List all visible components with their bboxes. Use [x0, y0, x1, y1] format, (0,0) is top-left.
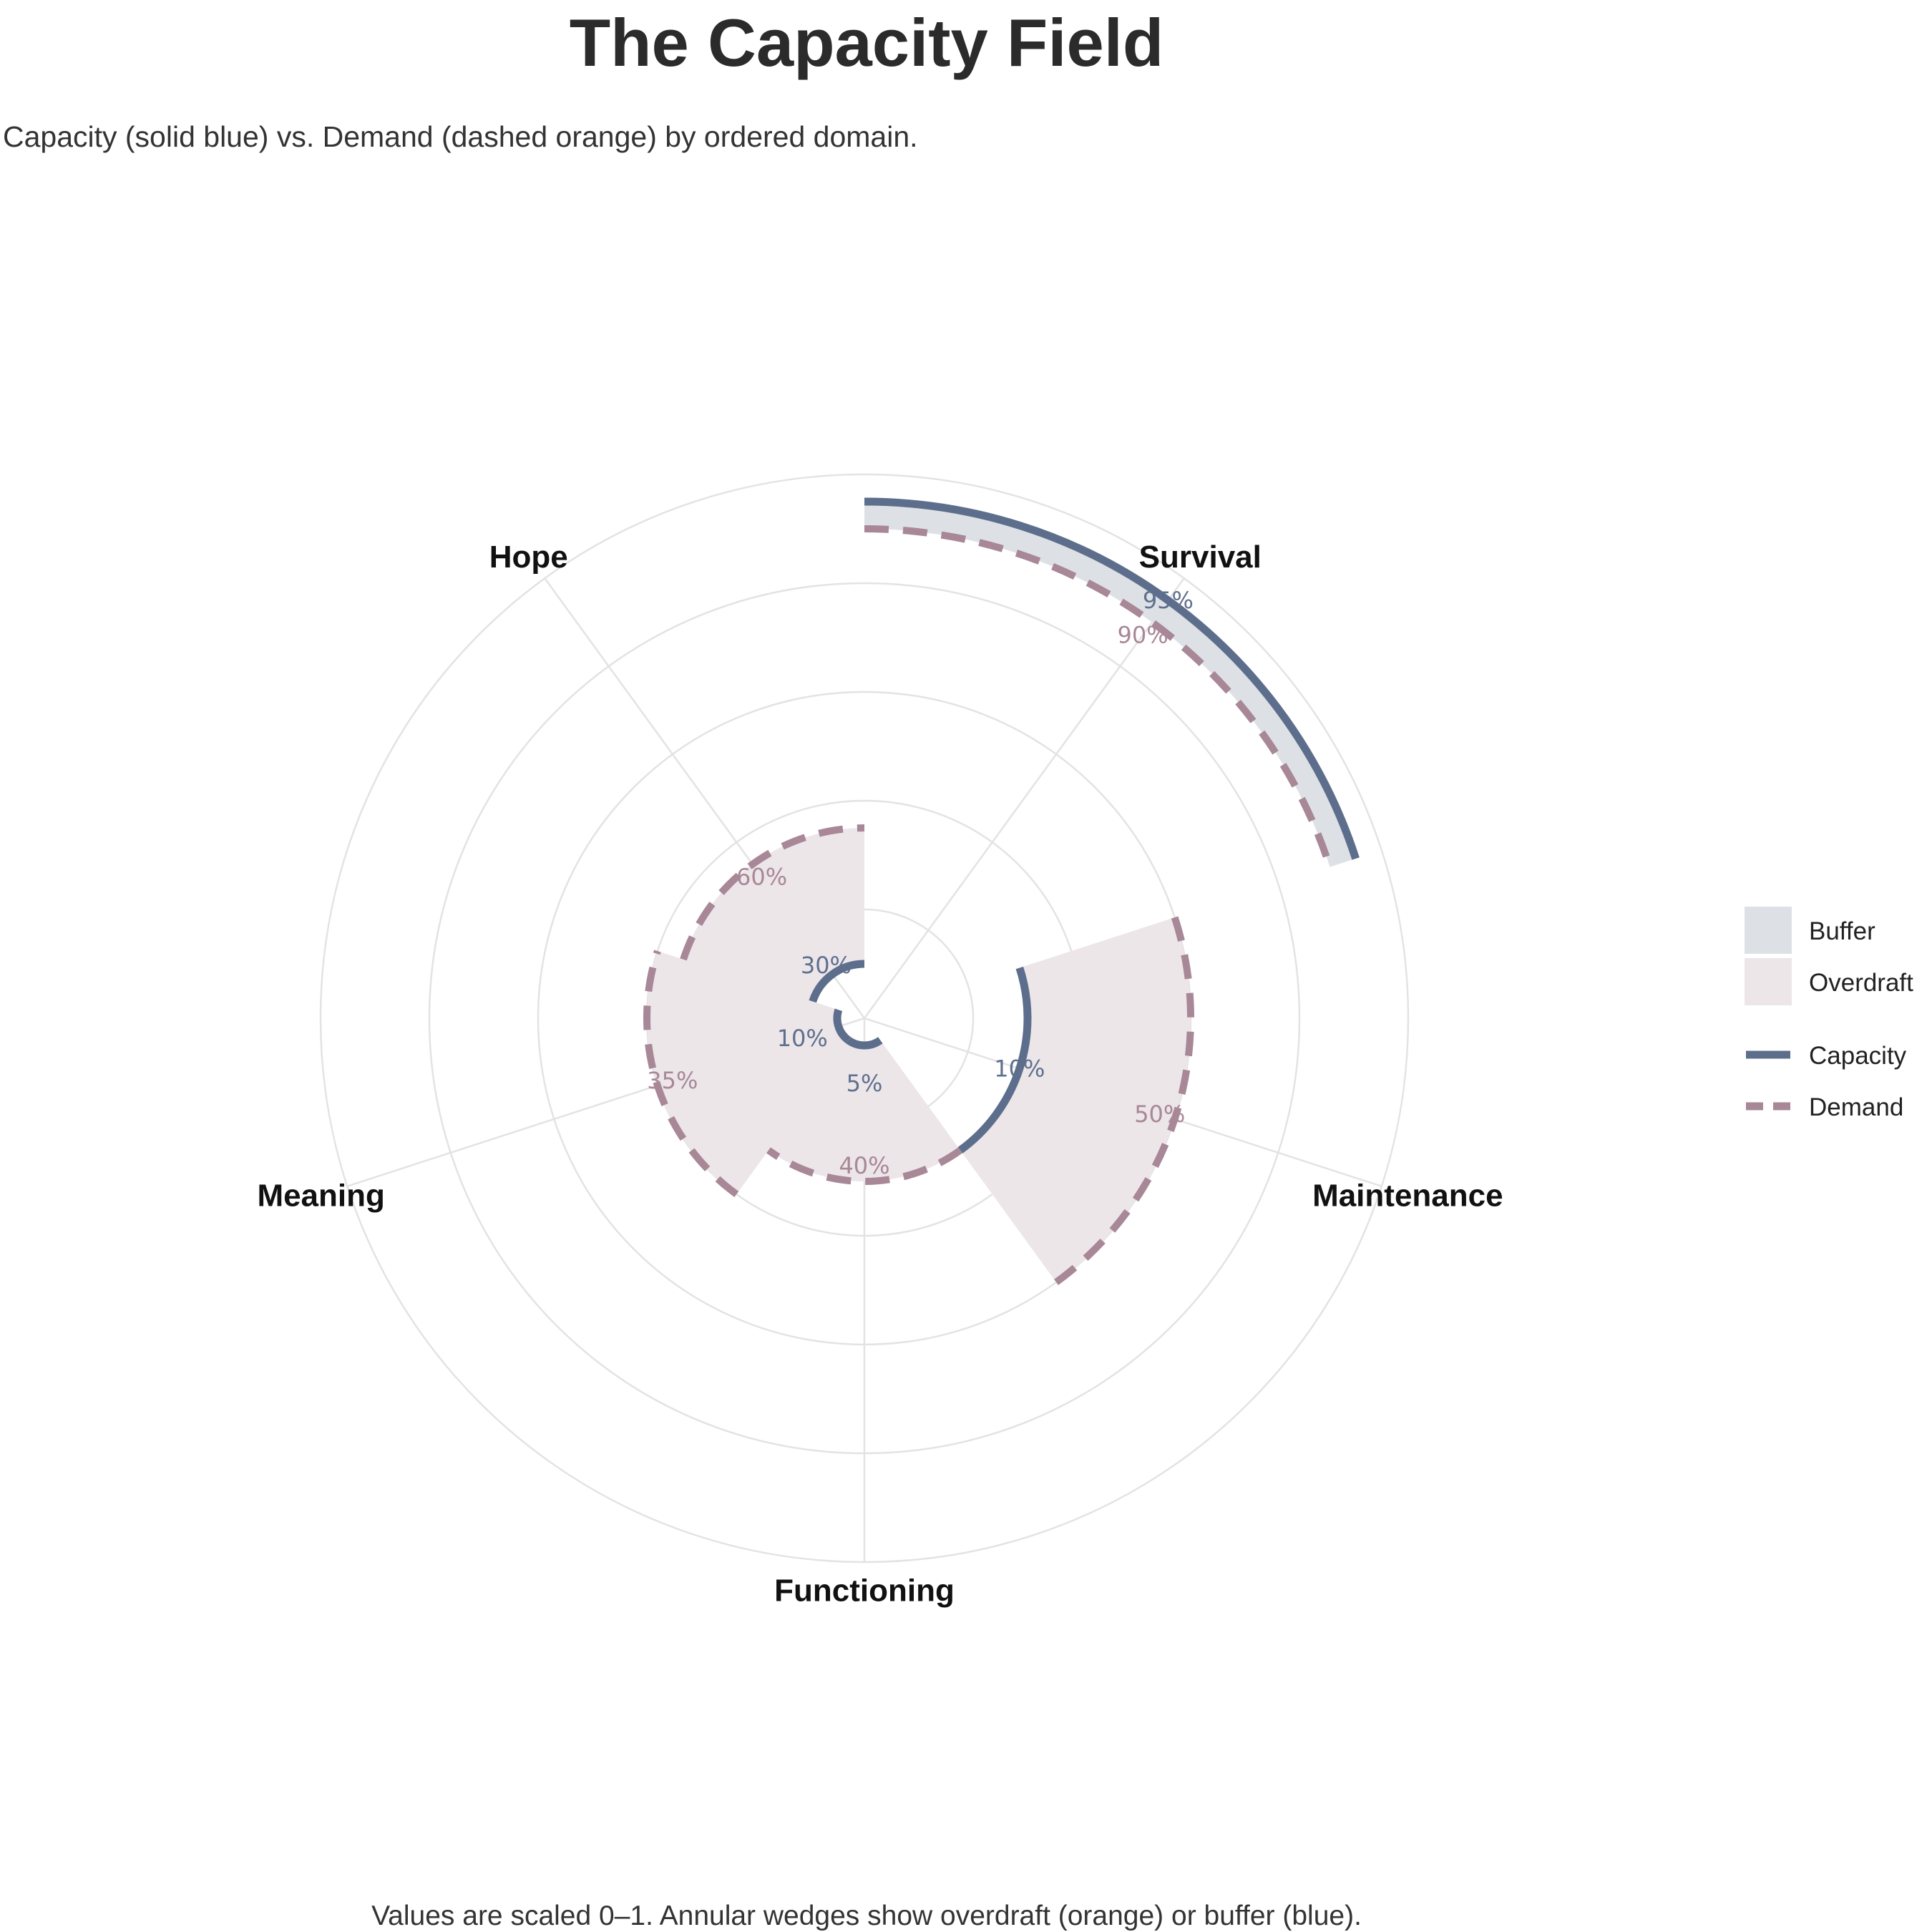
buffer-wedge-survival — [864, 502, 1356, 867]
demand-value-label-functioning: 40% — [839, 1152, 889, 1179]
overdraft-wedge-meaning — [646, 951, 849, 1194]
category-label-hope: Hope — [489, 540, 568, 575]
value-labels: 90% 95% 50% 10% 40% 5% 35% 10% 60% 30% — [647, 587, 1194, 1179]
demand-value-label-meaning: 35% — [647, 1067, 698, 1094]
legend-overdraft-swatch — [1745, 958, 1792, 1005]
overdraft-wedge-functioning — [768, 1040, 961, 1182]
demand-arc-survival — [864, 525, 1334, 869]
demand-arc-maintenance — [1054, 916, 1194, 1285]
polar-grid — [319, 473, 1410, 1563]
capacity-value-label-maintenance: 10% — [994, 1055, 1045, 1082]
demand-value-label-survival: 90% — [1118, 621, 1169, 648]
category-label-maintenance: Maintenance — [1312, 1179, 1503, 1214]
demand-value-label-hope: 60% — [736, 864, 787, 891]
capacity-value-label-hope: 30% — [801, 952, 852, 979]
demand-arc-functioning — [766, 1147, 962, 1185]
demand-arc-meaning — [643, 950, 739, 1197]
overdraft-wedge-hope — [683, 828, 864, 1002]
legend-demand-label: Demand — [1809, 1093, 1903, 1121]
chart-subtitle: Capacity (solid blue) vs. Demand (dashed… — [3, 120, 918, 153]
legend: Buffer Overdraft Capacity Demand — [1745, 907, 1913, 1121]
demand-arc-hope — [680, 824, 865, 961]
legend-buffer-label: Buffer — [1809, 917, 1875, 945]
capacity-arc-maintenance — [957, 966, 1032, 1153]
chart-caption: Values are scaled 0–1. Annular wedges sh… — [371, 1901, 1362, 1931]
legend-buffer-swatch — [1745, 907, 1792, 954]
capacity-arc-survival — [864, 497, 1360, 860]
overdraft-wedge-maintenance — [960, 917, 1191, 1282]
series-arcs — [643, 497, 1360, 1285]
legend-overdraft-label: Overdraft — [1809, 969, 1913, 997]
category-label-functioning: Functioning — [774, 1573, 955, 1608]
category-label-meaning: Meaning — [257, 1179, 384, 1214]
capacity-arc-functioning — [846, 1037, 883, 1050]
chart-title: The Capacity Field — [570, 5, 1164, 80]
wedge-fills — [646, 502, 1356, 1282]
capacity-value-label-survival: 95% — [1143, 587, 1194, 614]
legend-capacity-label: Capacity — [1809, 1042, 1907, 1070]
capacity-arc-meaning — [833, 1008, 852, 1044]
grid-spoke-1 — [863, 577, 1185, 1019]
category-labels: Survival Maintenance Functioning Meaning Hop… — [257, 540, 1503, 1608]
capacity-arc-hope — [809, 960, 865, 1003]
capacity-value-label-functioning: 5% — [847, 1070, 883, 1097]
capacity-value-label-meaning: 10% — [777, 1025, 828, 1052]
category-label-survival: Survival — [1139, 540, 1262, 575]
demand-value-label-maintenance: 50% — [1134, 1101, 1185, 1128]
